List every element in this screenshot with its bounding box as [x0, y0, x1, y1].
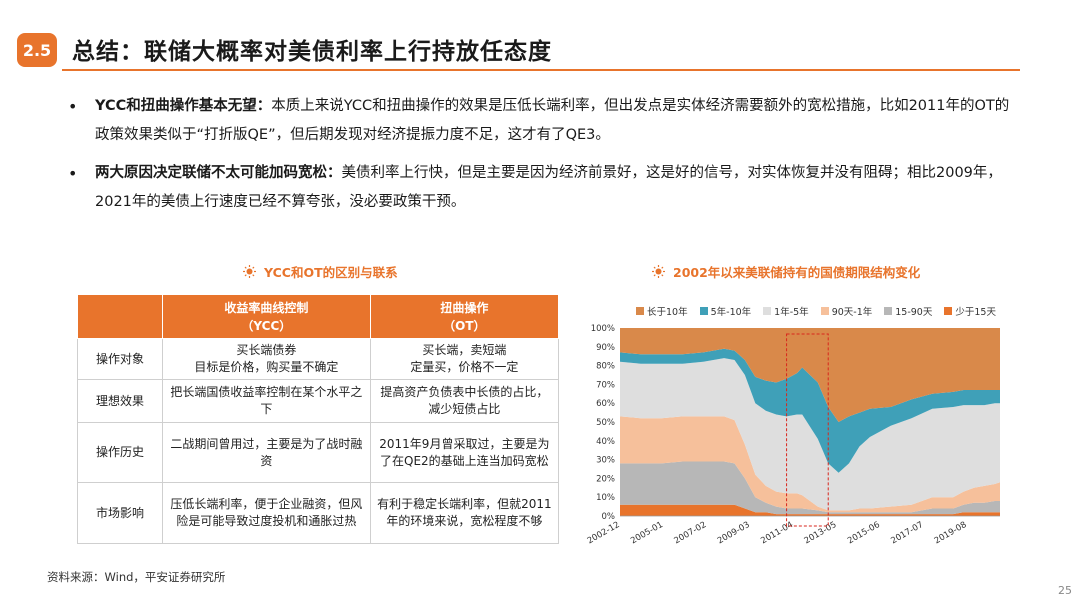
legend-item: 90天-1年: [820, 304, 873, 318]
y-tick-label: 20%: [596, 474, 615, 484]
table-cell: 二战期间曾用过，主要是为了战时融资: [162, 422, 371, 483]
table-row: 操作历史 二战期间曾用过，主要是为了战时融资 2011年9月曾采取过，主要是为了…: [77, 422, 560, 483]
bullet-item: • 两大原因决定联储不太可能加码宽松：美债利率上行快，但是主要是因为经济前景好，…: [68, 159, 1018, 217]
table-cell: 有利于稳定长端利率，但就2011年的环境来说，宽松程度不够: [369, 482, 560, 544]
table-row-header: 操作历史: [77, 422, 163, 483]
table-row-header: 操作对象: [77, 338, 163, 380]
x-tick-label: 2009-03: [716, 520, 752, 546]
chart-title: 2002年以来美联储持有的国债期限结构变化: [652, 262, 920, 281]
legend-swatch: [820, 307, 829, 315]
comparison-table: 收益率曲线控制 （YCC） 扭曲操作 （OT） 操作对象 买长端债券 目标是价格…: [77, 294, 560, 544]
table-cell: 提高资产负债表中长债的占比，减少短债占比: [369, 379, 560, 423]
legend-swatch: [699, 307, 708, 315]
chart-legend: 长于10年 5年-10年 1年-5年 90天-1年 15-90天 少于15天: [636, 304, 996, 318]
bullet-list: • YCC和扭曲操作基本无望：本质上来说YCC和扭曲操作的效果是压低长端利率，但…: [68, 92, 1018, 226]
table-header-cell: 收益率曲线控制 （YCC）: [162, 294, 371, 339]
table-header-row: 收益率曲线控制 （YCC） 扭曲操作 （OT）: [77, 294, 560, 339]
page-number: 25: [1058, 584, 1072, 597]
legend-swatch: [763, 307, 772, 315]
legend-swatch: [884, 307, 893, 315]
legend-label: 1年-5年: [774, 307, 809, 318]
y-tick-label: 10%: [596, 493, 615, 503]
legend-item: 15-90天: [884, 304, 932, 318]
highlight-box: [786, 333, 829, 527]
table-cell: 买长端债券 目标是价格，购买量不确定: [162, 338, 371, 380]
x-tick-label: 2011-04: [759, 520, 795, 546]
legend-label: 长于10年: [647, 307, 688, 318]
chart-svg: 0% 10% 20% 30% 40% 50% 60% 70% 80% 90% 100% 2002-12…: [586, 324, 1000, 546]
table-header-cell: [77, 294, 163, 339]
bullet-item: • YCC和扭曲操作基本无望：本质上来说YCC和扭曲操作的效果是压低长端利率，但…: [68, 92, 1018, 150]
x-tick-label: 2007-02: [673, 520, 709, 546]
table-row-header: 市场影响: [77, 482, 163, 544]
maturity-chart: 长于10年 5年-10年 1年-5年 90天-1年 15-90天 少于15天 0% 10% 2…: [580, 298, 1010, 550]
table-row: 理想效果 把长端国债收益率控制在某个水平之下 提高资产负债表中长债的占比，减少短…: [77, 379, 560, 423]
y-tick-label: 30%: [596, 456, 615, 466]
legend-label: 15-90天: [895, 307, 933, 318]
bullet-lead: 两大原因决定联储不太可能加码宽松：: [95, 165, 342, 181]
bullet-text: 本质上来说YCC和扭曲操作的效果是压低长端利率，但出发点是实体经济需要额外的宽松…: [95, 98, 1010, 143]
legend-item: 长于10年: [636, 304, 688, 318]
y-tick-label: 60%: [596, 399, 615, 409]
bullet-text: 美债利率上行快，但是主要是因为经济前景好，这是好的信号，对实体恢复并没有阻碍；相…: [95, 165, 1002, 210]
x-tick-label: 2015-06: [846, 520, 882, 546]
table-header-cell: 扭曲操作 （OT）: [369, 294, 560, 339]
y-tick-label: 50%: [596, 418, 615, 428]
series-area: [620, 504, 1000, 516]
y-tick-label: 40%: [596, 437, 615, 447]
x-tick-label: 2013-05: [803, 520, 839, 546]
sun-icon: [243, 265, 256, 278]
page-title: 总结：联储大概率对美债利率上行持放任态度: [72, 39, 552, 65]
series-area: [620, 461, 1000, 515]
y-tick-label: 90%: [596, 343, 615, 353]
table-cell: 把长端国债收益率控制在某个水平之下: [162, 379, 371, 423]
legend-label: 90天-1年: [831, 307, 873, 318]
source-note: 资料来源：Wind，平安证券研究所: [47, 570, 226, 584]
legend-swatch: [636, 307, 644, 315]
legend-item: 少于15天: [944, 304, 996, 318]
table-cell: 2011年9月曾采取过，主要是为了在QE2的基础上连当加码宽松: [369, 422, 560, 483]
x-tick-label: 2005-01: [629, 520, 665, 546]
legend-label: 少于15天: [955, 307, 996, 318]
title-divider: [62, 69, 1020, 71]
table-cell: 压低长端利率，便于企业融资，但风险是可能导致过度投机和通胀过热: [162, 482, 371, 544]
x-tick-label: 2019-08: [933, 520, 969, 546]
chart-title-text: 2002年以来美联储持有的国债期限结构变化: [673, 265, 921, 280]
legend-item: 5年-10年: [699, 304, 752, 318]
series-area: [620, 348, 1000, 473]
sun-icon: [652, 265, 665, 278]
bullet-lead: YCC和扭曲操作基本无望：: [95, 98, 272, 114]
table-row-header: 理想效果: [77, 379, 163, 423]
y-tick-label: 80%: [596, 362, 615, 372]
y-tick-label: 100%: [591, 324, 615, 334]
legend-item: 1年-5年: [763, 304, 809, 318]
series-area: [620, 328, 1000, 422]
series-area: [620, 358, 1000, 511]
bullet-dot-icon: •: [68, 164, 78, 183]
y-tick-label: 70%: [596, 380, 615, 390]
x-tick-label: 2002-12: [586, 520, 622, 546]
y-tick-label: 0%: [602, 512, 616, 522]
bullet-dot-icon: •: [68, 97, 78, 116]
table-row: 市场影响 压低长端利率，便于企业融资，但风险是可能导致过度投机和通胀过热 有利于…: [77, 482, 560, 544]
table-row: 操作对象 买长端债券 目标是价格，购买量不确定 买长端，卖短端 定量买，价格不一…: [77, 338, 560, 380]
x-tick-label: 2017-07: [889, 520, 925, 546]
table-title: YCC和OT的区别与联系: [243, 262, 398, 281]
table-title-text: YCC和OT的区别与联系: [264, 265, 398, 280]
section-badge: 2.5: [17, 33, 57, 67]
legend-label: 5年-10年: [710, 307, 752, 318]
series-area: [620, 416, 1000, 513]
legend-swatch: [944, 307, 953, 315]
table-cell: 买长端，卖短端 定量买，价格不一定: [369, 338, 560, 380]
